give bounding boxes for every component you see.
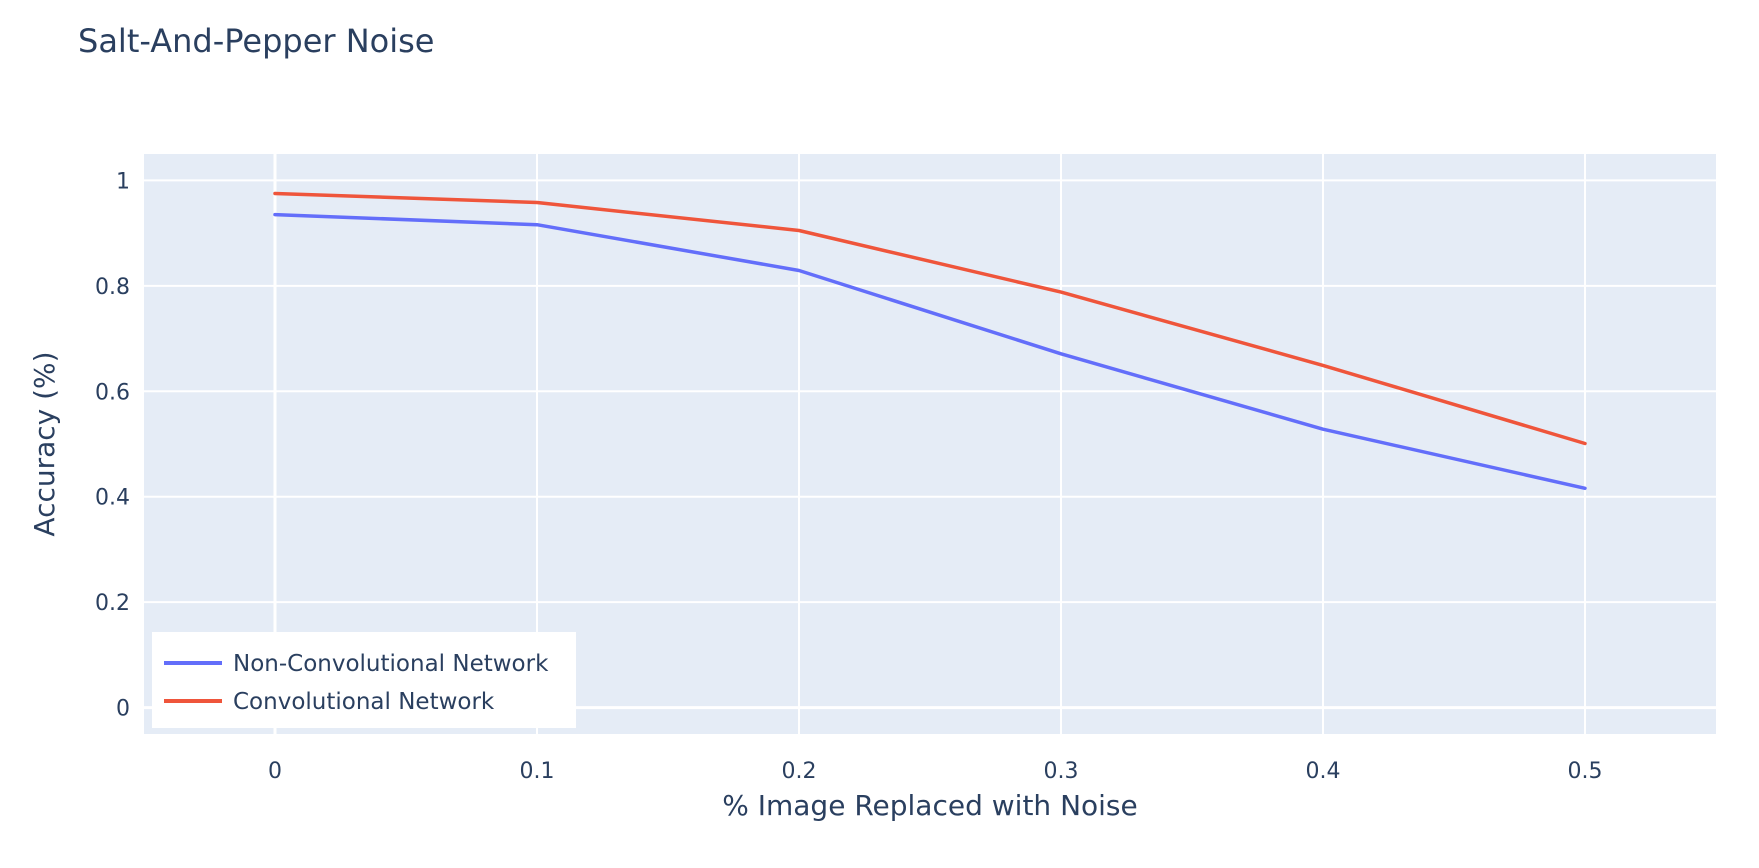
y-axis-title: Accuracy (%) (28, 351, 61, 536)
x-tick-label: 0.3 (1044, 759, 1079, 784)
legend-label: Convolutional Network (233, 689, 495, 715)
y-tick-label: 0 (116, 697, 130, 722)
series-line-2 (273, 191, 1587, 446)
y-tick-label: 0.4 (95, 486, 130, 511)
legend-box (152, 632, 576, 728)
legend[interactable]: Non-Convolutional Network Convolutional N… (152, 632, 576, 728)
legend-item[interactable]: Convolutional Network (164, 689, 495, 715)
x-axis-title: % Image Replaced with Noise (722, 789, 1138, 822)
series-line-1 (273, 212, 1587, 491)
axis-ticks: 0 0.2 0.4 0.6 0.8 1 0 0.1 0.2 0.3 0.4 0.5 (95, 169, 1603, 784)
y-tick-label: 1 (116, 169, 130, 194)
x-tick-label: 0.5 (1568, 759, 1603, 784)
x-tick-label: 0.2 (782, 759, 817, 784)
x-tick-label: 0.1 (520, 759, 555, 784)
x-tick-label: 0.4 (1306, 759, 1341, 784)
chart-title: Salt-And-Pepper Noise (78, 22, 434, 60)
y-tick-label: 0.2 (95, 591, 130, 616)
y-tick-label: 0.8 (95, 275, 130, 300)
legend-label: Non-Convolutional Network (233, 651, 549, 677)
x-tick-label: 0 (268, 759, 282, 784)
data-series (273, 191, 1587, 491)
y-tick-label: 0.6 (95, 380, 130, 405)
legend-item[interactable]: Non-Convolutional Network (164, 651, 549, 677)
